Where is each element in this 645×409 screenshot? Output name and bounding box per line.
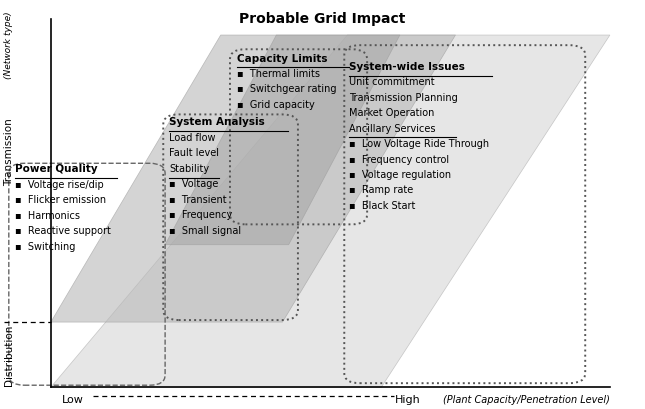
Text: Distribution: Distribution xyxy=(5,324,14,385)
Text: Unit commitment: Unit commitment xyxy=(349,77,435,87)
Text: Power Quality: Power Quality xyxy=(15,164,97,174)
Text: Market Operation: Market Operation xyxy=(349,108,435,118)
Text: ▪  Voltage regulation: ▪ Voltage regulation xyxy=(349,170,452,180)
Text: (Network type): (Network type) xyxy=(5,11,14,79)
Text: Ancillary Services: Ancillary Services xyxy=(349,123,436,133)
Text: ▪  Voltage rise/dip: ▪ Voltage rise/dip xyxy=(15,179,104,189)
Text: ▪  Grid capacity: ▪ Grid capacity xyxy=(237,100,315,110)
Text: ▪  Switchgear rating: ▪ Switchgear rating xyxy=(237,84,337,94)
Text: Transmission: Transmission xyxy=(5,118,14,186)
Text: ▪  Harmonics: ▪ Harmonics xyxy=(15,210,80,220)
Text: ▪  Thermal limits: ▪ Thermal limits xyxy=(237,69,321,79)
Text: ▪  Ramp rate: ▪ Ramp rate xyxy=(349,185,413,195)
Text: ▪  Transient: ▪ Transient xyxy=(170,194,227,204)
Text: ▪  Frequency control: ▪ Frequency control xyxy=(349,154,450,164)
Polygon shape xyxy=(165,36,400,245)
Text: ▪  Reactive support: ▪ Reactive support xyxy=(15,226,111,236)
Text: Stability: Stability xyxy=(170,164,210,173)
Text: Load flow: Load flow xyxy=(170,133,216,143)
Text: Low: Low xyxy=(62,393,84,404)
Text: Capacity Limits: Capacity Limits xyxy=(237,54,328,63)
Text: ▪  Voltage: ▪ Voltage xyxy=(170,179,219,189)
Text: High: High xyxy=(395,393,421,404)
Text: ▪  Low Voltage Ride Through: ▪ Low Voltage Ride Through xyxy=(349,139,490,148)
Text: Probable Grid Impact: Probable Grid Impact xyxy=(239,11,406,25)
Polygon shape xyxy=(51,36,610,387)
Text: ▪  Switching: ▪ Switching xyxy=(15,241,75,251)
Text: ▪  Frequency: ▪ Frequency xyxy=(170,210,233,220)
Text: ▪  Small signal: ▪ Small signal xyxy=(170,225,242,235)
Polygon shape xyxy=(51,36,455,322)
Text: Fault level: Fault level xyxy=(170,148,219,158)
Text: (Plant Capacity/Penetration Level): (Plant Capacity/Penetration Level) xyxy=(443,393,610,404)
Text: Transmission Planning: Transmission Planning xyxy=(349,92,458,102)
Text: ▪  Black Start: ▪ Black Start xyxy=(349,200,415,210)
Text: System Analysis: System Analysis xyxy=(170,117,265,127)
Text: ▪  Flicker emission: ▪ Flicker emission xyxy=(15,195,106,205)
Text: System-wide Issues: System-wide Issues xyxy=(349,61,465,72)
